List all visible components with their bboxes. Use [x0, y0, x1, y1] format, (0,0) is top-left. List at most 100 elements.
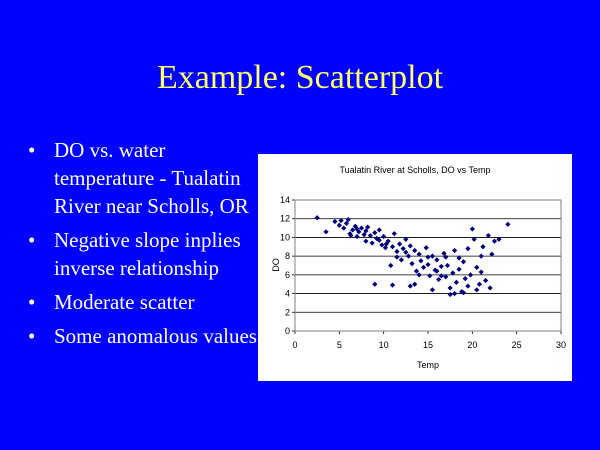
- slide-title: Example: Scatterplot: [156, 59, 444, 96]
- y-tick-label: 0: [285, 326, 290, 336]
- data-point: [483, 277, 489, 284]
- data-point: [389, 244, 396, 250]
- data-point: [496, 236, 502, 242]
- data-point: [478, 253, 484, 259]
- data-point: [382, 245, 389, 251]
- data-point: [407, 243, 413, 249]
- bullet-text: DO vs. water temperature - Tualatin Rive…: [54, 138, 249, 218]
- data-point: [447, 291, 453, 298]
- data-point: [354, 233, 360, 240]
- data-point: [389, 282, 396, 288]
- data-point: [369, 240, 375, 246]
- data-point: [350, 227, 356, 233]
- data-point: [418, 258, 424, 264]
- y-tick-label: 10: [280, 232, 290, 242]
- data-point: [452, 290, 458, 297]
- bullet-item: • Some anomalous values: [28, 322, 260, 350]
- y-tick-label: 6: [285, 270, 290, 280]
- bullet-text: Negative slope inplies inverse relations…: [54, 228, 241, 280]
- y-tick-label: 14: [280, 195, 290, 205]
- data-point: [416, 272, 422, 278]
- x-tick-label: 5: [337, 340, 342, 350]
- data-point: [407, 283, 413, 289]
- data-point: [413, 268, 420, 274]
- scatter-chart: Tualatin River at Scholls, DO vs Temp DO…: [271, 165, 566, 370]
- data-point: [405, 253, 412, 259]
- data-point: [453, 279, 459, 285]
- data-point: [425, 261, 431, 268]
- data-point: [425, 254, 431, 260]
- data-point: [323, 229, 329, 235]
- x-tick-label: 20: [467, 340, 477, 350]
- data-point: [423, 245, 429, 251]
- data-point: [398, 257, 404, 263]
- data-point: [383, 241, 389, 247]
- data-point: [474, 264, 480, 270]
- data-point: [444, 262, 451, 269]
- data-point: [434, 257, 440, 263]
- data-point: [467, 272, 474, 278]
- data-point: [429, 287, 436, 293]
- bullet-icon: •: [28, 228, 36, 252]
- data-point: [443, 274, 449, 280]
- data-point: [480, 244, 486, 250]
- data-point: [420, 264, 427, 270]
- y-tick-label: 12: [280, 214, 290, 224]
- data-point: [394, 254, 400, 260]
- data-point: [456, 266, 462, 272]
- data-point: [465, 283, 471, 289]
- data-point: [381, 233, 387, 240]
- data-point: [427, 273, 433, 279]
- bullet-item: • Moderate scatter: [28, 288, 260, 316]
- data-point: [478, 269, 484, 275]
- bullet-icon: •: [28, 324, 36, 348]
- data-point: [487, 285, 493, 291]
- data-point: [363, 238, 369, 244]
- data-point: [400, 246, 406, 252]
- data-point: [372, 281, 378, 287]
- data-point: [462, 276, 468, 282]
- x-tick-label: 10: [379, 340, 389, 350]
- plot-area: [294, 199, 562, 332]
- data-point: [469, 226, 475, 232]
- data-point: [365, 224, 371, 230]
- bullet-text: Some anomalous values: [54, 324, 257, 348]
- data-point: [341, 225, 347, 231]
- y-tick-label: 8: [285, 251, 290, 261]
- data-point: [376, 237, 382, 243]
- data-point: [388, 262, 394, 269]
- bullet-list: • DO vs. water temperature - Tualatin Riv…: [28, 136, 260, 356]
- y-tick-label: 2: [285, 307, 290, 317]
- data-point: [397, 241, 403, 247]
- x-tick-label: 15: [423, 340, 433, 350]
- data-point: [345, 217, 351, 223]
- data-point: [391, 231, 397, 237]
- bullet-item: • Negative slope inplies inverse relation…: [28, 226, 260, 282]
- data-point: [358, 225, 365, 231]
- data-point: [443, 254, 449, 260]
- data-point: [361, 232, 367, 238]
- data-point: [447, 285, 453, 291]
- data-point: [314, 215, 320, 221]
- data-point: [438, 263, 444, 270]
- data-point: [409, 261, 415, 267]
- x-tick-label: 0: [292, 340, 297, 350]
- data-point: [491, 238, 498, 244]
- data-point: [474, 287, 480, 293]
- chart-title: Tualatin River at Scholls, DO vs Temp: [339, 165, 490, 175]
- data-point: [412, 247, 418, 254]
- data-point: [456, 255, 462, 261]
- data-point: [505, 221, 511, 227]
- data-point: [452, 247, 458, 254]
- data-point: [403, 249, 409, 255]
- data-point: [485, 232, 491, 239]
- x-tick-label: 25: [512, 340, 522, 350]
- data-point: [460, 259, 467, 265]
- data-point: [394, 248, 400, 255]
- bullet-item: • DO vs. water temperature - Tualatin Riv…: [28, 136, 260, 220]
- chart-panel: Tualatin River at Scholls, DO vs Temp DO…: [258, 154, 572, 381]
- data-point: [336, 222, 342, 228]
- data-point: [372, 230, 378, 236]
- data-point: [438, 273, 444, 279]
- data-point: [373, 235, 380, 241]
